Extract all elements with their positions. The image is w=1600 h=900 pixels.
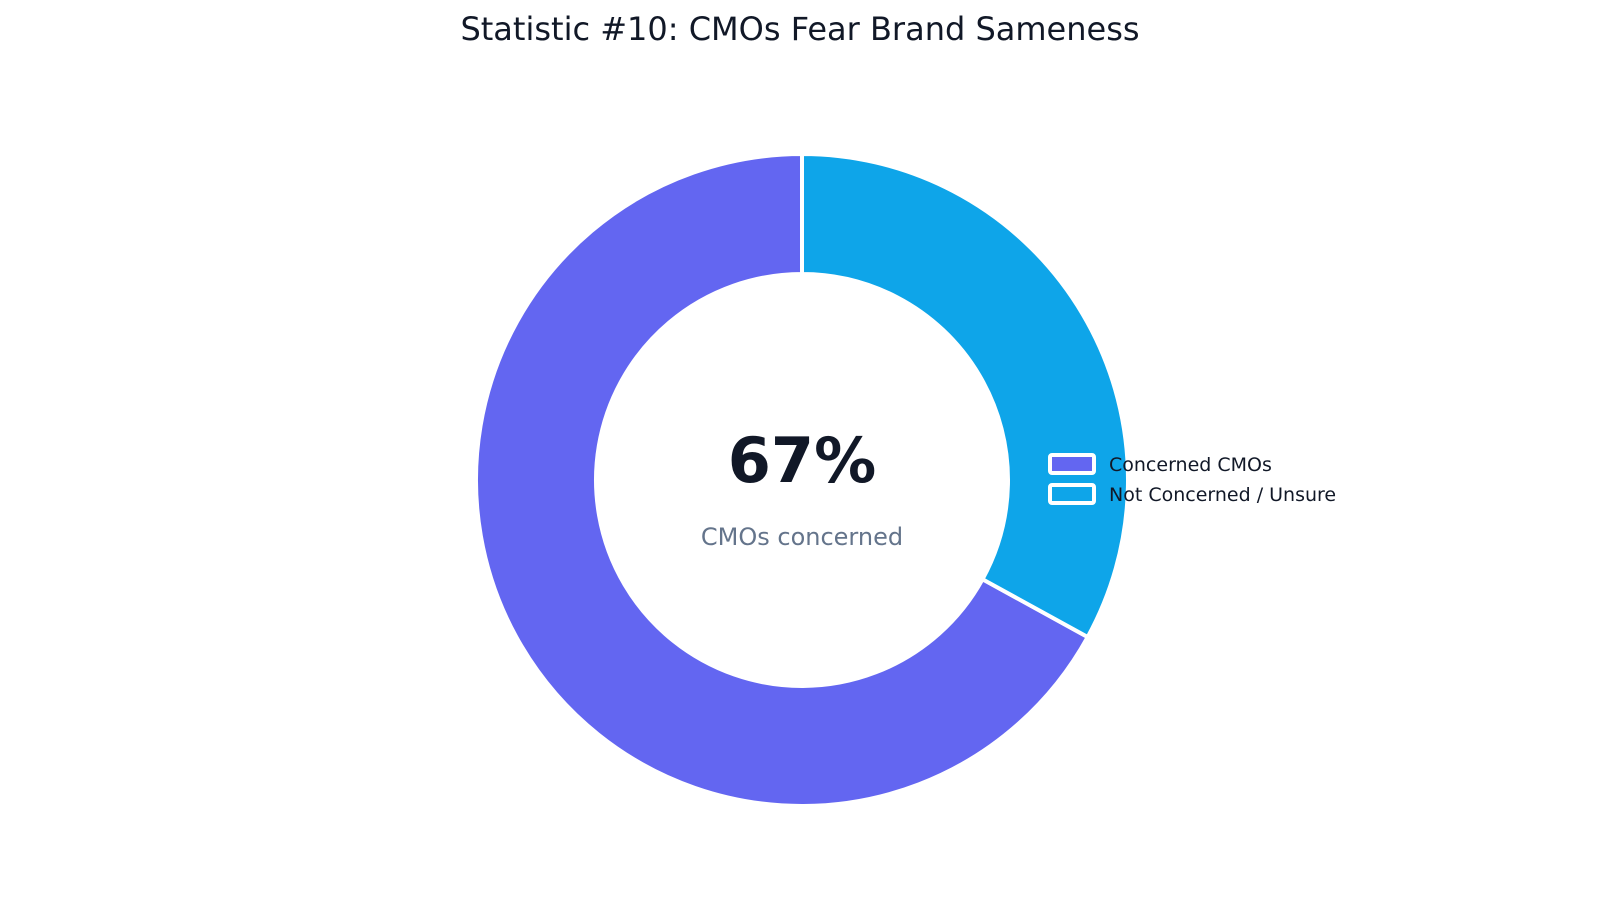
chart-title: Statistic #10: CMOs Fear Brand Sameness: [460, 10, 1139, 48]
donut-slice-not-concerned: [800, 151, 1131, 640]
donut-slice-concerned: [474, 151, 1091, 808]
legend-label-not-concerned: Not Concerned / Unsure: [1109, 484, 1336, 506]
center-caption: CMOs concerned: [701, 523, 903, 551]
donut-slices: [474, 151, 1131, 808]
legend-swatch-not-concerned: [1048, 483, 1096, 505]
legend-label-concerned: Concerned CMOs: [1109, 454, 1272, 476]
legend-swatch-concerned: [1048, 453, 1096, 475]
legend: Concerned CMOs Not Concerned / Unsure: [1048, 453, 1336, 506]
center-value: 67%: [728, 424, 876, 497]
